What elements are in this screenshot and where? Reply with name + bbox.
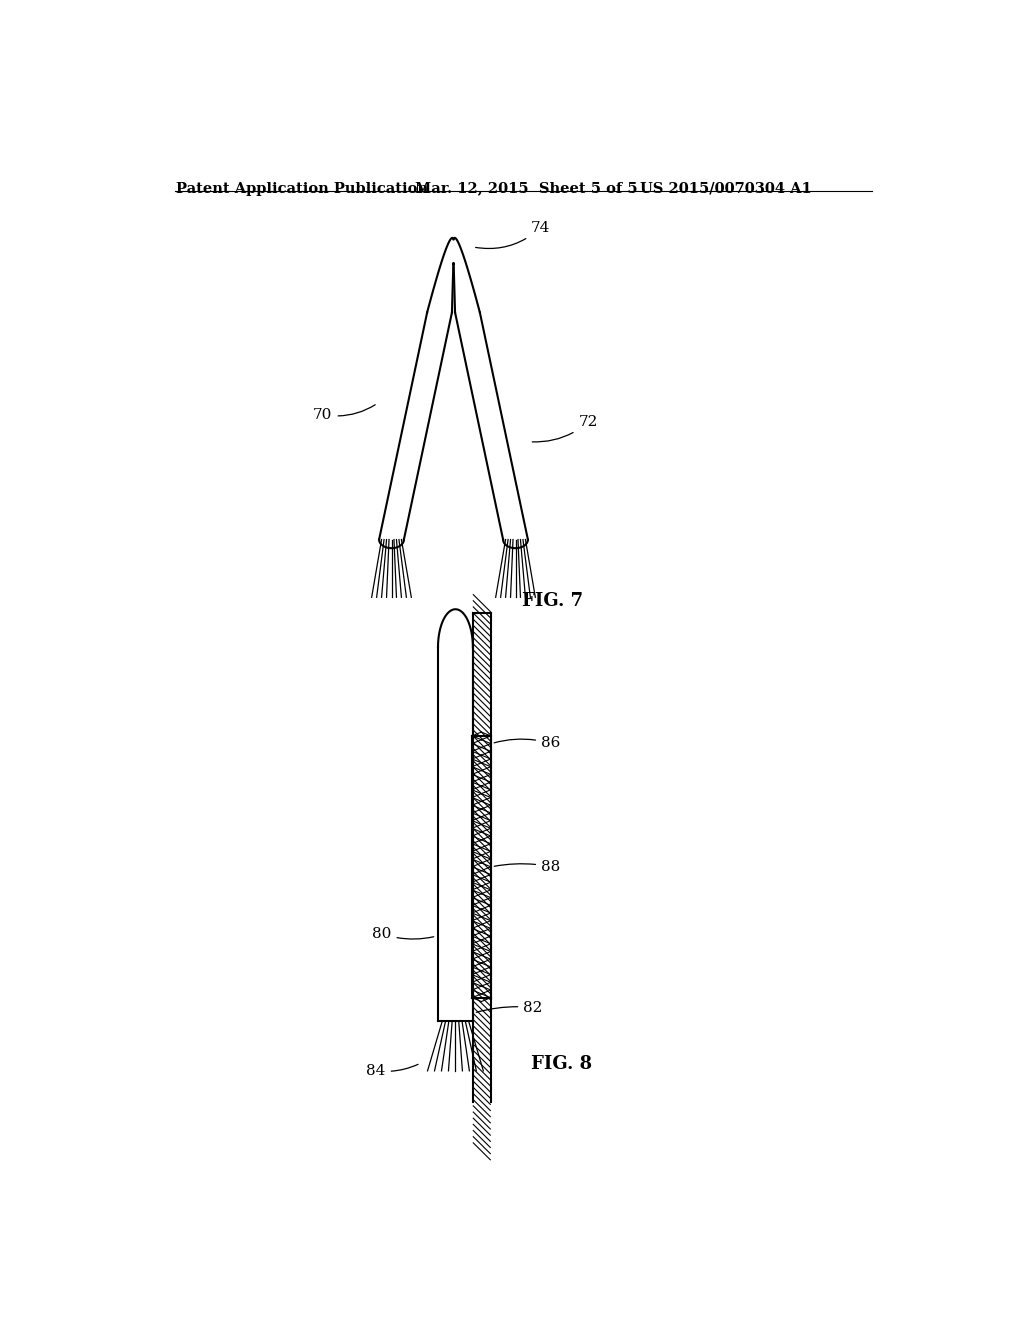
Text: FIG. 8: FIG. 8 [531, 1056, 592, 1073]
Text: US 2015/0070304 A1: US 2015/0070304 A1 [640, 182, 811, 195]
Text: 88: 88 [495, 859, 560, 874]
Text: FIG. 7: FIG. 7 [521, 591, 583, 610]
Text: 70: 70 [313, 405, 375, 421]
Text: 86: 86 [495, 737, 560, 751]
Text: 72: 72 [532, 416, 598, 442]
Text: 74: 74 [475, 220, 550, 248]
Text: Mar. 12, 2015  Sheet 5 of 5: Mar. 12, 2015 Sheet 5 of 5 [415, 182, 637, 195]
Text: Patent Application Publication: Patent Application Publication [176, 182, 428, 195]
Text: 84: 84 [367, 1064, 418, 1077]
Text: 80: 80 [372, 927, 434, 941]
Text: 82: 82 [476, 1001, 543, 1015]
